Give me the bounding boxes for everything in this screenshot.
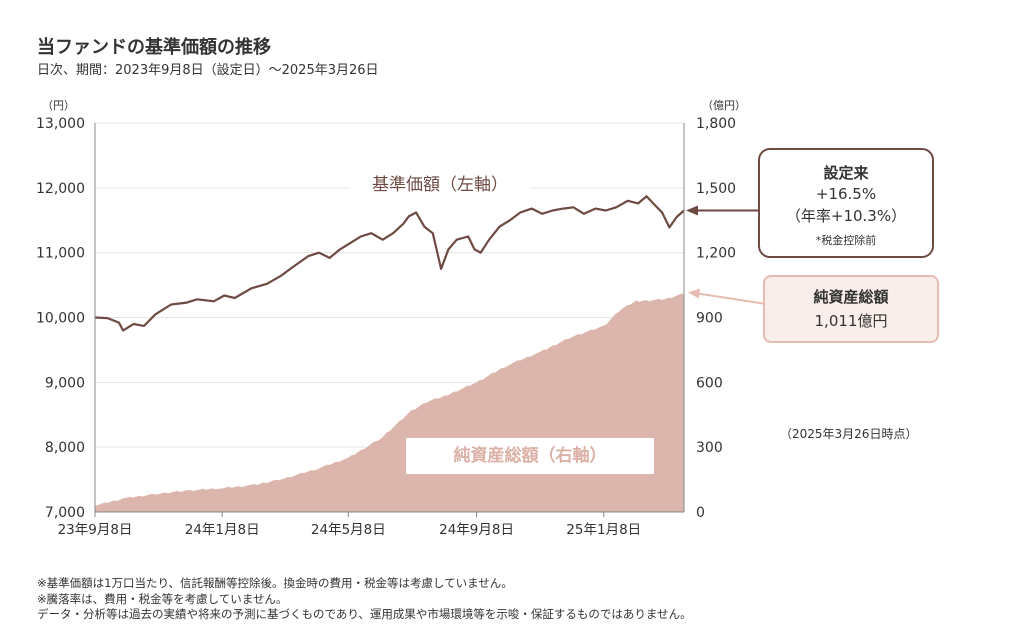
chart-title: 当ファンドの基準価額の推移 — [37, 37, 271, 58]
chart-subtitle: 日次、期間：2023年9月8日（設定日）～2025年3月26日 — [37, 63, 379, 78]
left-axis-unit: （円） — [42, 99, 75, 112]
x-tick-label: 24年1月8日 — [185, 522, 260, 538]
aum-series-label: 純資産総額（右軸） — [406, 438, 654, 474]
aum-callout: 純資産総額 1,011億円 — [763, 275, 939, 343]
x-tick-label: 25年1月8日 — [566, 522, 641, 538]
left-tick-label: 11,000 — [36, 246, 85, 262]
left-tick-label: 7,000 — [45, 505, 85, 521]
right-tick-label: 1,500 — [696, 181, 736, 197]
right-tick-label: 0 — [696, 505, 705, 521]
left-tick-label: 13,000 — [36, 116, 85, 132]
aum-area-series — [95, 293, 684, 512]
footnote: ※基準価額は1万口当たり、信託報酬等控除後。換金時の費用・税金等は考慮していませ… — [37, 576, 513, 590]
right-tick-label: 1,200 — [696, 246, 736, 262]
right-tick-label: 900 — [696, 311, 723, 327]
right-tick-label: 600 — [696, 375, 723, 391]
return-callout: 設定来 +16.5% （年率+10.3%） *税金控除前 — [758, 148, 934, 258]
x-tick-label: 23年9月8日 — [58, 522, 133, 538]
nav-series-label: 基準価額（左軸） — [350, 168, 530, 197]
x-tick-label: 24年9月8日 — [439, 522, 514, 538]
footnote: ※騰落率は、費用・税金等を考慮していません。 — [37, 591, 288, 606]
nav-callout-arrow-head — [686, 205, 698, 216]
as-of-date: （2025年3月26日時点） — [780, 427, 918, 441]
nav-line-series — [94, 195, 685, 332]
footnotes: ※基準価額は1万口当たり、信託報酬等控除後。換金時の費用・税金等は考慮していませ… — [37, 576, 692, 623]
return-callout-note: *税金控除前 — [815, 234, 877, 247]
axes — [94, 123, 685, 517]
aum-callout-value: 1,011億円 — [814, 312, 888, 330]
footnote: データ・分析等は過去の実績や将来の予測に基づくものであり、運用成果や市場環境等を… — [37, 607, 692, 621]
return-callout-value: +16.5% — [815, 185, 877, 203]
left-tick-label: 12,000 — [36, 181, 85, 197]
return-callout-annualized: （年率+10.3%） — [785, 207, 907, 225]
aum-area — [95, 293, 684, 512]
left-tick-label: 10,000 — [36, 311, 85, 327]
return-callout-heading: 設定来 — [823, 164, 869, 182]
right-tick-label: 300 — [696, 440, 723, 456]
aum-callout-arrow-head — [688, 288, 700, 299]
x-tick-label: 24年5月8日 — [311, 522, 386, 538]
aum-callout-heading: 純資産総額 — [813, 288, 889, 306]
right-axis-unit: （億円） — [702, 99, 746, 112]
aum-callout-arrow-line — [697, 292, 764, 305]
left-tick-label: 8,000 — [45, 440, 85, 456]
tick-labels: 7,000 8,000 9,000 10,000 11,000 12,000 13,000 0… — [36, 116, 736, 538]
right-tick-label: 1,800 — [696, 116, 736, 132]
nav-line — [94, 195, 685, 332]
callout-arrows — [686, 205, 764, 305]
left-tick-label: 9,000 — [45, 375, 85, 391]
